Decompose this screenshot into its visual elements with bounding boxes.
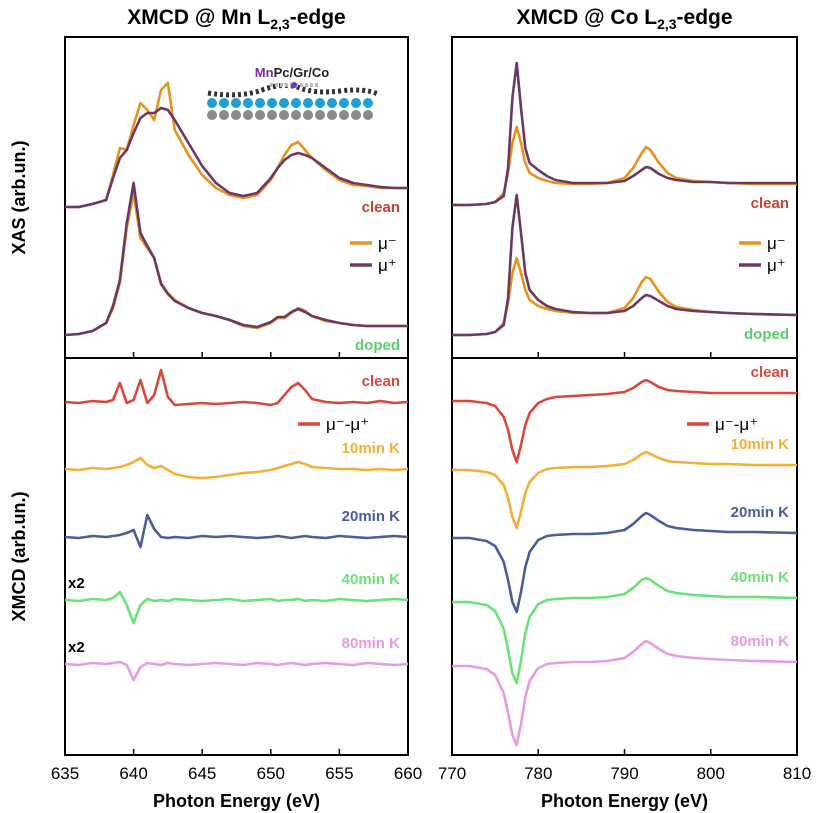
x-tick-label: 780: [524, 764, 552, 783]
curve-label: 20min K: [342, 508, 401, 525]
x-tick-label: 635: [51, 764, 79, 783]
y-axis-label: XAS (arb.un.): [9, 140, 29, 254]
title-part: XMCD @ Mn L: [127, 6, 270, 29]
inset-label: MnPc/Gr/Co: [255, 65, 329, 80]
legend-label: μ⁻-μ⁺: [715, 415, 758, 434]
legend-label: μ⁻-μ⁺: [326, 415, 369, 434]
x-tick-label: 650: [257, 764, 285, 783]
legend-label: μ⁻: [378, 234, 397, 253]
data-line: [452, 193, 798, 337]
chart-title: XMCD @ Co L2,3-edge: [516, 6, 732, 32]
curve-label: 80min K: [342, 635, 401, 652]
x-tick-label: 655: [325, 764, 353, 783]
curve-label: 20min K: [731, 504, 790, 521]
legend-label: μ⁺: [767, 256, 786, 275]
curve-label: 40min K: [342, 571, 401, 588]
annotation: clean: [362, 199, 400, 216]
x-tick-label: 645: [188, 764, 216, 783]
annotation: x2: [68, 639, 85, 656]
x-tick-label: 660: [394, 764, 422, 783]
title-part: 2,3: [657, 16, 677, 32]
data-line: [64, 660, 409, 682]
data-line: [64, 590, 409, 625]
title-part: -edge: [677, 6, 733, 29]
inset-schematic: MnPc/Gr/Co: [207, 65, 379, 120]
annotation: clean: [751, 195, 789, 212]
inset-label-part: Pc/Gr/Co: [274, 65, 330, 80]
curve-label: 10min K: [342, 440, 401, 457]
data-line: [64, 181, 408, 337]
data-line: [64, 368, 409, 407]
legend-label: μ⁻: [767, 234, 786, 253]
data-line: [452, 378, 797, 464]
annotation: doped: [744, 326, 789, 343]
curve-label: 80min K: [731, 633, 790, 650]
curve-label: clean: [362, 373, 400, 390]
curve-label: clean: [751, 364, 789, 381]
annotation: doped: [355, 337, 400, 354]
data-line: [452, 639, 798, 747]
annotation: x2: [68, 575, 85, 592]
chart-title: XMCD @ Mn L2,3-edge: [127, 6, 345, 32]
data-line: [65, 81, 408, 209]
legend-label: μ⁺: [378, 256, 397, 275]
x-axis-label: Photon Energy (eV): [541, 791, 708, 811]
plot-frame: [64, 357, 409, 756]
x-tick-label: 810: [783, 764, 811, 783]
x-axis-label: Photon Energy (eV): [153, 791, 320, 811]
data-line: [65, 106, 408, 209]
x-tick-label: 800: [697, 764, 725, 783]
inset-label-part: Mn: [255, 65, 274, 80]
x-tick-label: 790: [610, 764, 638, 783]
x-tick-label: 640: [119, 764, 147, 783]
data-line: [64, 513, 409, 549]
title-part: 2,3: [270, 16, 290, 32]
title-part: -edge: [290, 6, 346, 29]
data-line: [64, 456, 409, 480]
y-axis-label: XMCD (arb.un.): [9, 492, 29, 622]
x-tick-label: 770: [438, 764, 466, 783]
data-line: [452, 576, 798, 685]
curve-label: 40min K: [731, 569, 790, 586]
curve-label: 10min K: [731, 436, 790, 453]
data-line: [452, 450, 797, 530]
data-line: [452, 61, 797, 207]
title-part: XMCD @ Co L: [516, 6, 657, 29]
data-line: [452, 511, 798, 614]
